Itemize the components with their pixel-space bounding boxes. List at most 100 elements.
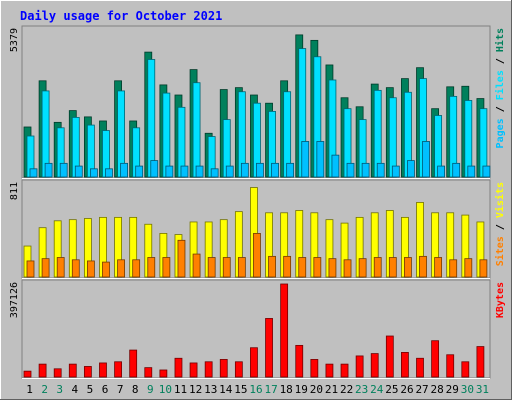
- bar-pages: [331, 154, 340, 178]
- bar-pages: [391, 165, 400, 178]
- bar-kbytes: [129, 349, 138, 378]
- legend-entry: Pages: [495, 118, 506, 148]
- bar-kbytes: [99, 362, 107, 378]
- bar-pages: [165, 165, 174, 178]
- series-sites: [26, 233, 488, 278]
- bar-pages: [301, 141, 310, 178]
- day-label: 22: [340, 383, 353, 396]
- bar-pages: [210, 168, 219, 178]
- bar-sites: [86, 260, 95, 278]
- day-label: 6: [102, 383, 109, 396]
- bar-pages: [59, 162, 68, 178]
- bar-files: [388, 97, 397, 178]
- bar-sites: [358, 258, 367, 278]
- bar-kbytes: [250, 347, 258, 378]
- day-label: 16: [249, 383, 262, 396]
- bar-sites: [373, 257, 382, 278]
- series-files: [26, 48, 488, 178]
- bar-sites: [313, 257, 322, 278]
- bar-kbytes: [310, 359, 319, 378]
- bar-kbytes: [476, 346, 485, 378]
- bar-sites: [283, 255, 292, 278]
- bar-pages: [180, 165, 189, 178]
- bar-pages: [74, 165, 83, 178]
- bar-pages: [437, 165, 446, 178]
- bar-pages: [482, 165, 491, 178]
- panels-layer: 5379 Pages / Files / Hits 811 Sites / Visit…: [9, 25, 506, 379]
- day-label: 17: [264, 383, 277, 396]
- bar-kbytes: [355, 355, 364, 378]
- bar-sites: [268, 255, 276, 278]
- legend: Pages / Files / Hits: [494, 28, 506, 148]
- bar-sites: [71, 259, 80, 278]
- bar-pages: [240, 162, 249, 178]
- day-label: 31: [476, 383, 489, 396]
- bar-pages: [361, 162, 370, 178]
- bar-kbytes: [38, 363, 47, 378]
- day-label: 2: [41, 383, 48, 396]
- bar-kbytes: [174, 357, 183, 378]
- bar-kbytes: [53, 368, 62, 378]
- y-max-label: 811: [9, 182, 20, 200]
- bar-sites: [253, 233, 261, 278]
- bar-kbytes: [204, 361, 213, 378]
- bar-pages: [135, 165, 144, 178]
- bar-sites: [404, 257, 412, 278]
- bar-sites: [298, 257, 307, 278]
- bar-pages: [376, 162, 385, 178]
- day-label: 8: [132, 383, 139, 396]
- bar-pages: [105, 168, 113, 178]
- bar-kbytes: [280, 283, 289, 378]
- bar-kbytes: [265, 318, 273, 378]
- bar-sites: [207, 257, 216, 278]
- bar-kbytes: [189, 362, 198, 378]
- bar-files: [464, 100, 473, 178]
- bar-pages: [316, 141, 325, 178]
- bar-kbytes: [23, 370, 32, 378]
- bar-kbytes: [385, 335, 394, 378]
- legend-entry: Hits: [494, 28, 506, 52]
- day-label: 9: [147, 383, 154, 396]
- bar-kbytes: [370, 353, 379, 378]
- bar-kbytes: [68, 363, 77, 378]
- bar-pages: [195, 165, 204, 178]
- bar-kbytes: [159, 369, 168, 378]
- bar-sites: [102, 261, 110, 278]
- bar-kbytes: [219, 359, 228, 378]
- hits-panel: 5379 Pages / Files / Hits: [9, 25, 506, 179]
- bar-kbytes: [295, 344, 304, 378]
- bar-pages: [120, 162, 128, 178]
- y-max-label: 5379: [9, 28, 20, 52]
- day-label: 15: [234, 383, 247, 396]
- day-label: 21: [325, 383, 338, 396]
- bar-kbytes: [325, 363, 334, 378]
- bar-kbytes: [340, 363, 349, 378]
- day-label: 18: [280, 383, 293, 396]
- y-max-label: 397126: [9, 282, 20, 318]
- day-label: 26: [400, 383, 413, 396]
- day-label: 24: [370, 383, 384, 396]
- bar-sites: [162, 257, 171, 278]
- bar-pages: [29, 168, 38, 178]
- bar-sites: [328, 258, 337, 278]
- bar-sites: [117, 259, 125, 278]
- bar-pages: [422, 141, 430, 178]
- bar-kbytes: [144, 367, 153, 378]
- legend-entry: Files: [494, 70, 506, 100]
- bar-pages: [225, 165, 234, 178]
- bar-kbytes: [114, 361, 122, 378]
- bar-sites: [41, 258, 50, 278]
- legend: KBytes: [495, 282, 506, 318]
- bar-files: [162, 92, 171, 178]
- bar-pages: [256, 162, 264, 178]
- bar-kbytes: [401, 352, 409, 378]
- legend-entry: KBytes: [495, 282, 506, 318]
- bar-sites: [192, 253, 201, 278]
- day-label: 5: [87, 383, 94, 396]
- bar-sites: [464, 258, 473, 278]
- bar-pages: [286, 162, 295, 178]
- day-labels: 1 2 3 4 5 6 7 8 9 10 11 12 13 14 15 16 17 18 19 20 21 22 23 24 2…: [26, 383, 489, 396]
- kbytes-panel: 397126 KBytes: [9, 279, 506, 379]
- bar-files: [192, 82, 201, 178]
- day-label: 7: [117, 383, 124, 396]
